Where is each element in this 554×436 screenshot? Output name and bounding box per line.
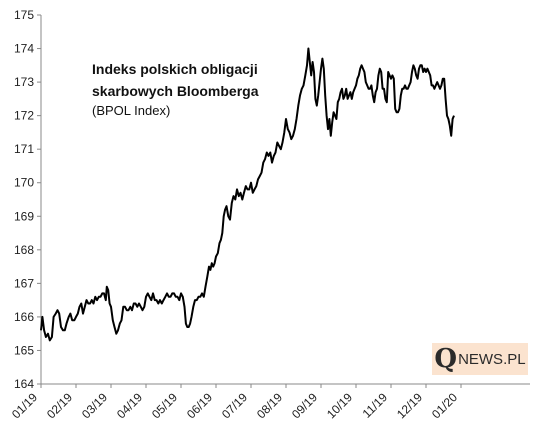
x-tick-label: 11/19 — [360, 390, 391, 421]
x-tick-label: 05/19 — [149, 390, 180, 421]
y-tick-label: 164 — [14, 377, 34, 391]
series-layer — [40, 47, 455, 342]
x-tick-label: 01/19 — [9, 390, 40, 421]
logo-text: NEWS.PL — [458, 350, 526, 368]
title-line-1: Indeks polskich obligacji — [92, 61, 258, 77]
x-tick-label: 07/19 — [219, 390, 250, 421]
y-tick-label: 172 — [14, 109, 34, 123]
y-tick-label: 165 — [14, 343, 34, 357]
title-line-2: skarbowych Bloomberga — [92, 83, 259, 99]
x-tick-label: 12/19 — [394, 390, 425, 421]
y-tick-label: 168 — [14, 243, 34, 257]
y-tick-label: 170 — [14, 176, 34, 190]
x-axis: 01/19 02/19 03/19 04/19 05/19 06/19 07/19 08/19… — [9, 383, 530, 421]
qnews-logo: Q NEWS.PL — [432, 343, 528, 375]
chart-title: Indeks polskich obligacji skarbowych Blo… — [92, 58, 259, 120]
x-tick-label: 01/20 — [429, 390, 460, 421]
x-tick-label: 06/19 — [184, 390, 215, 421]
x-tick-label: 04/19 — [114, 390, 145, 421]
y-tick-label: 166 — [14, 310, 34, 324]
y-tick-label: 169 — [14, 209, 34, 223]
y-axis: 164 165 166 167 168 169 170 171 172 173 174 175 — [14, 8, 42, 391]
y-tick-label: 175 — [14, 8, 34, 22]
logo-mark: Q — [434, 344, 458, 374]
chart-subtitle: (BPOL Index) — [92, 103, 171, 118]
x-tick-label: 02/19 — [44, 390, 75, 421]
x-tick-label: 09/19 — [289, 390, 320, 421]
x-tick-label: 03/19 — [79, 390, 110, 421]
series-line-bpol — [40, 47, 455, 342]
y-tick-label: 174 — [14, 42, 34, 56]
x-tick-label: 10/19 — [324, 390, 355, 421]
x-tick-label: 08/19 — [254, 390, 285, 421]
y-tick-label: 173 — [14, 75, 34, 89]
y-tick-label: 171 — [14, 142, 34, 156]
y-tick-label: 167 — [14, 276, 34, 290]
